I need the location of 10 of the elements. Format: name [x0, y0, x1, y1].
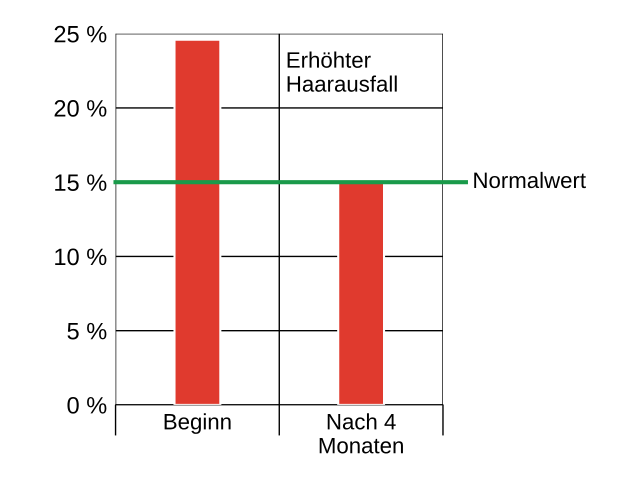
y-tick-label: 15 % — [55, 174, 106, 191]
y-tick-label: 20 % — [54, 100, 106, 117]
y-tick-label: 5 % — [67, 322, 106, 340]
y-tick-label: 0 % — [67, 396, 106, 414]
x-tick-label: Beginn — [164, 413, 231, 434]
y-tick-label: 25 % — [54, 26, 106, 43]
annotation: Erhöhter Haarausfall — [288, 52, 397, 92]
y-tick-label: 10 % — [55, 248, 106, 266]
ref-line-label: Normalwert — [474, 172, 586, 188]
x-tick-label: Nach 4 Monaten — [320, 413, 403, 454]
